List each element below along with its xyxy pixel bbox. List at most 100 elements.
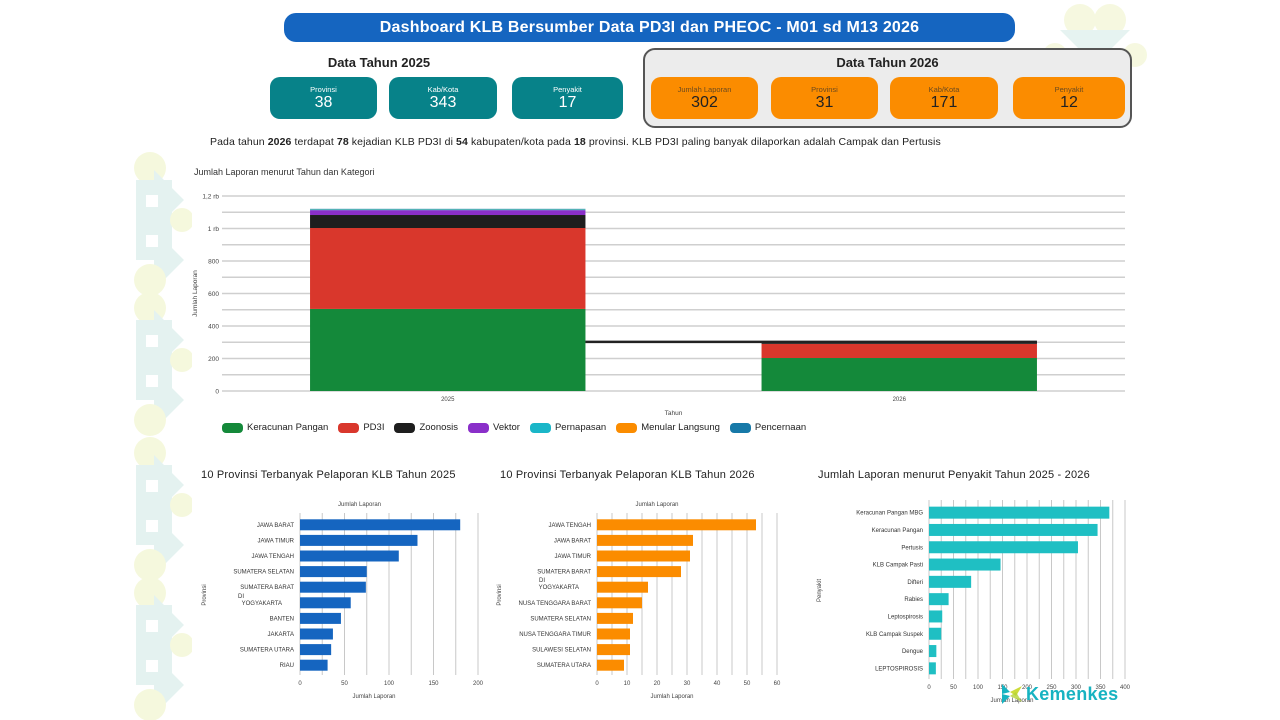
y-tick-label: SUMATERA UTARA [537, 663, 591, 669]
card-value: 17 [558, 93, 577, 111]
y-tick-label: JAWA TIMUR [258, 538, 295, 544]
card-2026-jumlah-laporan: Jumlah Laporan 302 [651, 77, 758, 119]
bar [597, 597, 642, 609]
legend-swatch [616, 422, 638, 433]
legend-label: Menular Langsung [641, 422, 720, 433]
legend-item[interactable]: Menular Langsung [616, 422, 720, 433]
y-tick-label: NUSA TENGGARA BARAT [519, 601, 592, 607]
summary-districts: 54 [456, 136, 468, 148]
card-2025-kabkota: Kab/Kota 343 [389, 77, 497, 119]
section-title-2025: Data Tahun 2025 [327, 55, 431, 70]
disease-chart-title: Jumlah Laporan menurut Penyakit Tahun 20… [818, 469, 1090, 481]
y-tick-label: SUMATERA UTARA [240, 648, 294, 654]
bar [597, 550, 690, 562]
legend-item[interactable]: Zoonosis [394, 422, 458, 433]
x-tick-label: 0 [927, 685, 931, 691]
bar [597, 659, 624, 671]
x-tick-label: 300 [1071, 685, 1082, 691]
y-tick-label: RIAU [280, 663, 294, 669]
legend-label: Vektor [493, 422, 520, 433]
y-tick-label: KLB Campak Suspek [866, 632, 924, 638]
legend-label: Pernapasan [554, 422, 607, 433]
x-tick-label: 0 [298, 681, 302, 687]
y-tick-label: Pertusis [901, 545, 923, 551]
bar-segment-vektor [310, 210, 586, 216]
legend-item[interactable]: PD3I [338, 422, 384, 433]
y-tick-label: 0 [215, 389, 219, 396]
bar [597, 628, 630, 640]
bar [929, 645, 937, 658]
x-tick-label: 400 [1120, 685, 1131, 691]
legend-item[interactable]: Pencernaan [729, 422, 807, 433]
x-axis-title: Tahun [665, 410, 683, 417]
bar [597, 581, 648, 593]
x-axis-title: Jumlah Laporan [650, 694, 693, 700]
x-tick-label: 200 [473, 681, 484, 687]
x-tick-label: 10 [624, 681, 631, 687]
y-tick-label: DI [238, 594, 244, 600]
y-tick-label: SUMATERA BARAT [240, 585, 294, 591]
legend-item[interactable]: Pernapasan [529, 422, 607, 433]
card-value: 38 [314, 93, 333, 111]
y-tick-label: NUSA TENGGARA TIMUR [519, 632, 591, 638]
card-2026-kabkota: Kab/Kota 171 [890, 77, 998, 119]
card-label: Provinsi [310, 84, 337, 94]
y-axis-title: Provinsi [202, 584, 208, 605]
y-tick-label: BANTEN [270, 616, 294, 622]
summary-part: kabupaten/kota pada [467, 136, 574, 148]
x-tick-label: 100 [973, 685, 984, 691]
x-tick-label: 150 [428, 681, 439, 687]
summary-part: terdapat [291, 136, 337, 148]
legend-label: PD3I [363, 422, 385, 433]
bar [300, 581, 366, 593]
y-axis-title: Jumlah Laporan [192, 270, 199, 317]
legend-label: Keracunan Pangan [247, 422, 329, 433]
legend-swatch [222, 422, 243, 433]
x-tick-label: 0 [595, 681, 599, 687]
y-tick-label: 1,2 rb [202, 194, 219, 201]
y-tick-label: Leptospirosis [888, 614, 923, 620]
y-tick-label: Difteri [907, 580, 923, 586]
bar [300, 519, 461, 531]
logo-text: Kemenkes [1026, 683, 1119, 704]
y-tick-label: LEPTOSPIROSIS [875, 666, 923, 672]
summary-year: 2026 [267, 136, 292, 148]
bar [597, 566, 681, 578]
x-tick-label: 200 [1022, 685, 1033, 691]
kemenkes-logo: Kemenkes [998, 682, 1118, 706]
legend-label: Pencernaan [754, 422, 807, 433]
x-tick-label: 250 [1046, 685, 1057, 691]
card-2025-penyakit: Penyakit 17 [512, 77, 623, 119]
x-tick-label: 50 [744, 681, 751, 687]
y-tick-label: JAKARTA [268, 632, 294, 638]
disease-bar-chart: 050100150200250300350400Keracunan Pangan… [817, 500, 1131, 704]
y-axis-title: Provinsi [497, 584, 503, 605]
x-tick-label: 50 [950, 685, 957, 691]
province-2025-bar-chart: 0 50 100 150 200 JAWA BARAT JAWA TIMUR JAWA TEN… [202, 502, 484, 700]
legend-item[interactable]: Vektor [468, 422, 520, 433]
legend-item[interactable]: Keracunan Pangan [222, 422, 328, 433]
card-2026-penyakit: Penyakit 12 [1013, 77, 1125, 119]
card-label: Penyakit [1054, 84, 1084, 94]
card-2026-provinsi: Provinsi 31 [771, 77, 878, 119]
section-title-2026: Data Tahun 2026 [836, 55, 939, 70]
legend-label: Zoonosis [419, 422, 459, 433]
top-axis-title: Jumlah Laporan [635, 502, 678, 508]
y-tick-label: JAWA TIMUR [555, 554, 592, 560]
x-tick-label: 30 [684, 681, 691, 687]
province-2026-bar-chart: 0 10 20 30 40 50 60 JAWA TENGAH JAWA BARAT JAWA T… [497, 502, 781, 700]
bar [929, 593, 949, 606]
x-tick-label: 50 [341, 681, 348, 687]
card-2025-provinsi: Provinsi 38 [270, 77, 377, 119]
y-tick-label: Rabies [904, 597, 923, 603]
bar-segment-keracunan-pangan [761, 358, 1037, 391]
y-tick-label: YOGYAKARTA [539, 585, 579, 591]
bar [929, 627, 942, 640]
bar [300, 628, 333, 640]
bar-segment-pd3i [310, 228, 586, 309]
bar [929, 506, 1110, 519]
prov2026-chart-title: 10 Provinsi Terbanyak Pelaporan KLB Tahu… [500, 469, 755, 481]
bar [929, 558, 1001, 571]
bar [597, 612, 633, 624]
y-tick-label: SUMATERA SELATAN [233, 570, 294, 576]
